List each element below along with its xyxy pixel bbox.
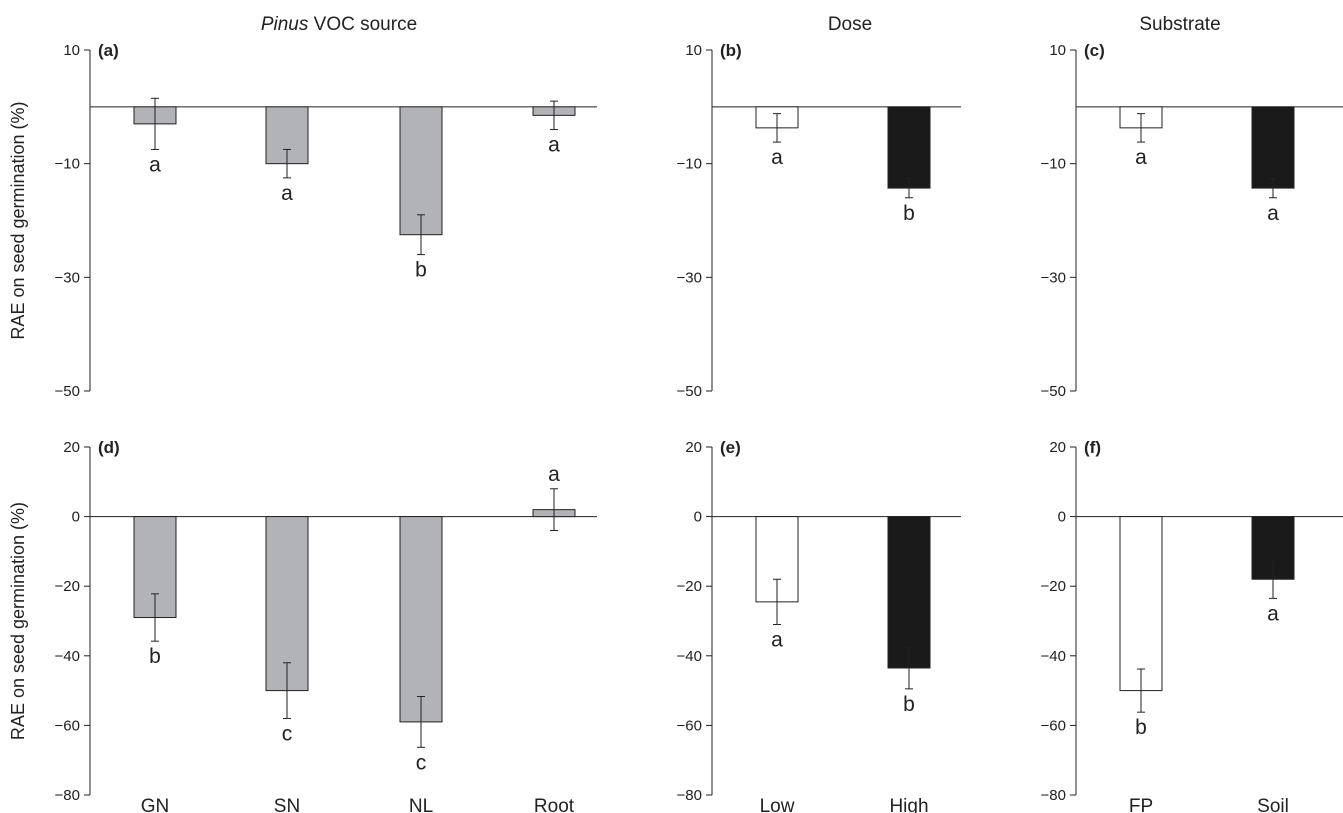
x-category-label: SN xyxy=(274,796,300,813)
panel-a: 10 −10 −30 −50 (a) RAE on seed germination (%… xyxy=(8,41,597,400)
significance-letter: c xyxy=(416,751,427,774)
y-tick-label: −20 xyxy=(677,578,702,595)
y-tick-label: −20 xyxy=(1041,578,1066,595)
significance-letter: a xyxy=(1267,202,1279,225)
panel-label: (a) xyxy=(98,41,119,60)
x-category-label: High xyxy=(889,796,928,813)
y-tick-label: −20 xyxy=(55,578,80,595)
significance-letter: a xyxy=(1135,146,1147,169)
y-tick-label: 0 xyxy=(694,509,702,526)
y-tick-label: −40 xyxy=(677,648,702,665)
y-tick-label: −80 xyxy=(677,787,702,804)
panel-label: (e) xyxy=(720,438,741,457)
significance-letter: b xyxy=(149,645,161,668)
bar-nl xyxy=(399,516,443,723)
column-title-voc-source: Pinus VOC source xyxy=(261,14,417,35)
y-tick-label: 10 xyxy=(1049,42,1066,59)
bar-high xyxy=(887,106,931,189)
x-category-label: Soil xyxy=(1257,796,1289,813)
y-tick-label: −50 xyxy=(677,383,702,400)
x-category-label: Root xyxy=(534,796,575,813)
significance-letter: a xyxy=(1267,602,1279,625)
y-tick-label: 0 xyxy=(1058,509,1066,526)
y-tick-label: 10 xyxy=(685,42,702,59)
y-tick-label: −30 xyxy=(677,269,702,286)
panel-label: (c) xyxy=(1084,41,1105,60)
y-tick-label: −50 xyxy=(55,383,80,400)
y-tick-label: −40 xyxy=(1041,648,1066,665)
x-category-label: GN xyxy=(141,796,170,813)
significance-letter: a xyxy=(548,463,560,486)
x-category-label: FP xyxy=(1129,796,1153,813)
y-tick-label: −50 xyxy=(1041,383,1066,400)
panel-label: (b) xyxy=(720,41,742,60)
y-tick-label: 20 xyxy=(1049,439,1066,456)
column-title-substrate: Substrate xyxy=(1139,14,1220,35)
column-title-dose: Dose xyxy=(828,14,872,35)
panel-label: (f) xyxy=(1084,438,1101,457)
significance-letter: b xyxy=(1135,716,1147,739)
panel-d: 20 0 −20 −40 −60 −80 (d) RAE on seed germinatio… xyxy=(8,438,597,813)
y-axis-title: RAE on seed germination (%) xyxy=(8,502,28,740)
y-tick-label: 20 xyxy=(63,439,80,456)
y-tick-label: −30 xyxy=(55,269,80,286)
panel-e: 20 0 −20 −40 −60 −80 (e) a Low b High xyxy=(677,438,961,813)
significance-letter: a xyxy=(281,182,293,205)
significance-letter: b xyxy=(903,202,915,225)
y-tick-label: −10 xyxy=(55,156,80,173)
y-tick-label: −60 xyxy=(677,717,702,734)
panel-f: 20 0 −20 −40 −60 −80 (f) b FP a Soil xyxy=(1041,438,1343,813)
x-category-label: NL xyxy=(409,796,433,813)
y-tick-label: 20 xyxy=(685,439,702,456)
y-tick-label: 10 xyxy=(63,42,80,59)
y-tick-label: −10 xyxy=(677,156,702,173)
y-tick-label: −40 xyxy=(55,648,80,665)
panel-b: 10 −10 −30 −50 (b) a b xyxy=(677,41,961,400)
significance-letter: b xyxy=(415,259,427,282)
significance-letter: b xyxy=(903,693,915,716)
bar-sn xyxy=(265,516,309,692)
significance-letter: a xyxy=(548,134,560,157)
bar-high xyxy=(887,516,931,669)
y-tick-label: −80 xyxy=(55,787,80,804)
chart-panels: 10 −10 −30 −50 (a) RAE on seed germination (%… xyxy=(8,41,1343,813)
significance-letter: a xyxy=(771,146,783,169)
y-tick-label: −60 xyxy=(55,717,80,734)
y-tick-label: −10 xyxy=(1041,156,1066,173)
bar-nl xyxy=(399,106,443,236)
significance-letter: a xyxy=(149,153,161,176)
significance-letter: a xyxy=(771,628,783,651)
y-axis-title: RAE on seed germination (%) xyxy=(8,101,28,339)
panel-label: (d) xyxy=(98,438,120,457)
y-tick-label: −80 xyxy=(1041,787,1066,804)
y-tick-label: −60 xyxy=(1041,717,1066,734)
x-category-label: Low xyxy=(760,796,795,813)
y-tick-label: 0 xyxy=(72,509,80,526)
bar-fp xyxy=(1119,516,1163,692)
bar-soil xyxy=(1251,106,1295,189)
y-tick-label: −30 xyxy=(1041,269,1066,286)
panel-c: 10 −10 −30 −50 (c) a a xyxy=(1041,41,1343,400)
significance-letter: c xyxy=(282,722,293,745)
